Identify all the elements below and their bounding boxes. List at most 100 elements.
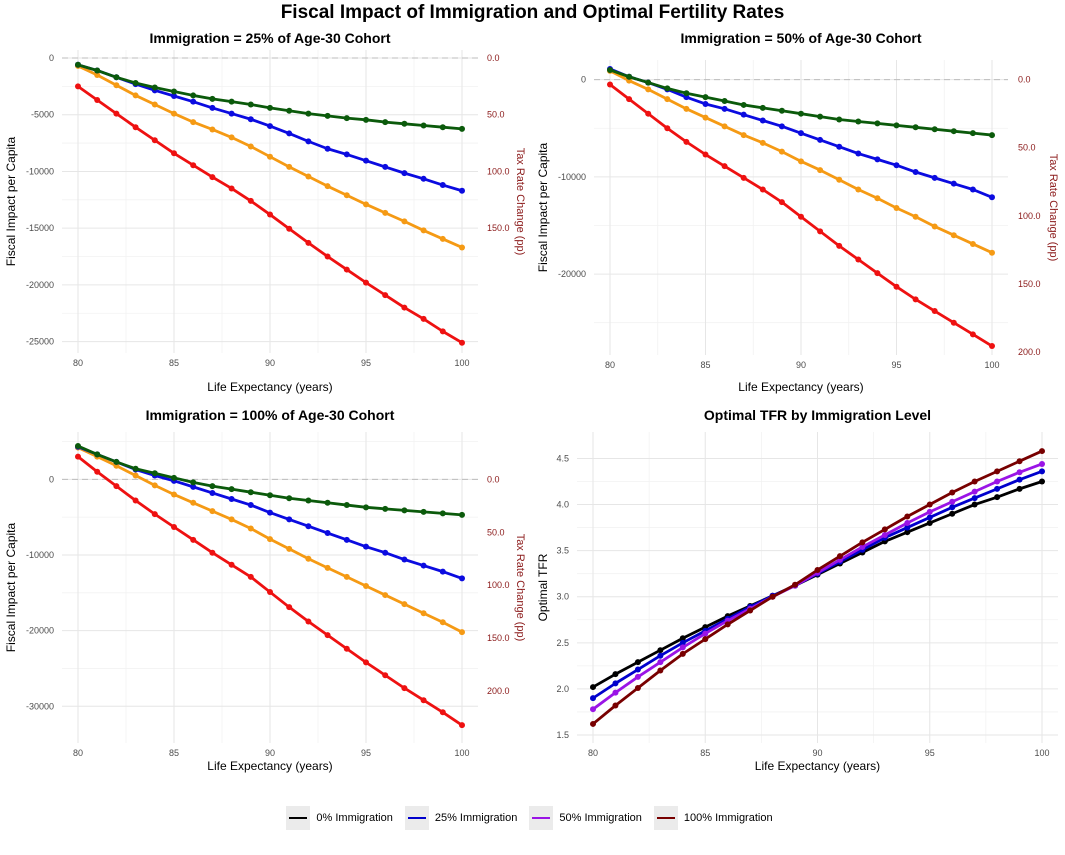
data-point-2-14 xyxy=(874,156,881,163)
data-point-0-1 xyxy=(626,96,633,103)
data-point-1-2 xyxy=(645,86,652,93)
data-point-3-19 xyxy=(439,510,446,517)
y2-axis-label: Tax Rate Change (pp) xyxy=(514,148,526,256)
data-point-3-15 xyxy=(893,122,900,129)
legend-key-1 xyxy=(404,806,429,830)
data-point-1-10 xyxy=(267,153,273,160)
data-point-2-17 xyxy=(401,556,408,563)
data-point-1-16 xyxy=(382,209,389,216)
data-point-3-8 xyxy=(228,98,235,105)
legend-key-3 xyxy=(653,806,678,830)
data-point-3-3 xyxy=(132,79,139,86)
data-point-2-8 xyxy=(759,117,766,124)
data-point-3-20 xyxy=(459,511,465,518)
data-point-2-15 xyxy=(926,508,933,515)
data-point-1-7 xyxy=(209,126,216,133)
data-point-0-19 xyxy=(439,328,446,335)
x-tick-label-2: 90 xyxy=(265,358,275,368)
y-tick-label-4: 3.5 xyxy=(556,546,569,556)
data-point-3-20 xyxy=(1039,448,1045,455)
data-point-3-9 xyxy=(778,107,785,114)
data-point-1-6 xyxy=(190,499,197,506)
data-point-2-5 xyxy=(171,93,177,100)
data-point-0-14 xyxy=(874,270,881,277)
data-point-3-11 xyxy=(817,113,824,120)
data-point-1-9 xyxy=(247,143,254,150)
y-tick-label-0: 1.5 xyxy=(556,730,569,740)
data-point-0-19 xyxy=(1016,485,1023,492)
data-point-3-20 xyxy=(459,125,465,132)
data-point-1-13 xyxy=(324,564,331,571)
y-tick-label-2: 2.5 xyxy=(556,638,569,648)
y-tick-label-0: 0 xyxy=(49,53,54,63)
data-point-2-7 xyxy=(209,104,216,111)
x-tick-label-4: 100 xyxy=(454,358,469,368)
data-point-2-19 xyxy=(969,186,976,193)
x-tick-label-1: 85 xyxy=(169,358,179,368)
data-point-3-12 xyxy=(305,110,312,117)
data-point-2-12 xyxy=(859,543,866,550)
y-axis-label: Fiscal Impact per Capita xyxy=(4,136,18,266)
data-point-3-17 xyxy=(931,126,938,133)
data-point-3-1 xyxy=(94,67,101,74)
data-point-1-3 xyxy=(132,472,139,479)
data-point-0-12 xyxy=(836,242,843,249)
data-point-3-13 xyxy=(855,118,862,125)
data-point-0-7 xyxy=(209,549,216,556)
data-point-3-17 xyxy=(401,120,408,127)
data-point-3-10 xyxy=(798,110,804,117)
data-point-0-16 xyxy=(382,292,389,299)
x-tick-label-4: 100 xyxy=(984,360,999,370)
data-point-2-10 xyxy=(267,509,273,516)
data-point-0-8 xyxy=(759,186,766,193)
data-point-0-3 xyxy=(132,497,139,504)
data-point-3-1 xyxy=(612,702,619,709)
data-point-0-15 xyxy=(893,283,900,290)
data-point-0-12 xyxy=(305,618,312,625)
data-point-1-13 xyxy=(324,183,331,190)
data-point-0-6 xyxy=(190,162,197,169)
data-point-3-6 xyxy=(190,92,197,99)
legend-key-0 xyxy=(286,806,311,830)
data-point-1-1 xyxy=(94,72,101,79)
data-point-3-0 xyxy=(75,443,81,450)
data-point-0-0 xyxy=(607,81,613,88)
data-point-3-4 xyxy=(151,470,158,477)
legend-item-3: 100% Immigration xyxy=(653,806,773,830)
data-point-2-5 xyxy=(702,100,709,107)
data-point-2-6 xyxy=(190,483,197,490)
data-point-0-20 xyxy=(459,339,465,346)
legend-item-1: 25% Immigration xyxy=(404,806,517,830)
y2-tick-label-2: 100.0 xyxy=(1018,211,1041,221)
data-point-3-18 xyxy=(420,508,427,515)
data-point-1-5 xyxy=(702,114,709,121)
data-point-2-14 xyxy=(343,151,350,158)
data-point-1-15 xyxy=(893,204,900,211)
data-point-0-11 xyxy=(817,228,824,235)
x-tick-label-1: 85 xyxy=(700,360,710,370)
data-point-2-17 xyxy=(931,174,938,181)
data-point-1-8 xyxy=(228,516,235,523)
data-point-1-6 xyxy=(190,119,197,126)
data-point-2-20 xyxy=(459,187,465,194)
data-point-2-19 xyxy=(439,568,446,575)
data-point-0-18 xyxy=(420,315,427,322)
data-point-1-17 xyxy=(931,223,938,230)
data-point-2-18 xyxy=(420,562,427,569)
data-point-0-17 xyxy=(401,685,408,692)
x-tick-label-0: 80 xyxy=(588,748,598,758)
data-point-0-5 xyxy=(702,151,709,158)
data-point-3-19 xyxy=(1016,458,1023,465)
x-tick-label-3: 95 xyxy=(361,748,371,758)
data-point-1-18 xyxy=(420,610,427,617)
data-point-1-15 xyxy=(926,514,933,521)
y2-tick-label-0: 0.0 xyxy=(487,53,500,63)
y2-tick-label-1: 50.0 xyxy=(487,527,505,537)
data-point-0-19 xyxy=(969,331,976,338)
data-point-3-4 xyxy=(683,90,690,97)
data-point-3-2 xyxy=(113,74,120,81)
data-point-2-8 xyxy=(228,496,235,502)
y-tick-label-2: -10000 xyxy=(26,166,54,176)
y-tick-label-0: 0 xyxy=(581,75,586,85)
